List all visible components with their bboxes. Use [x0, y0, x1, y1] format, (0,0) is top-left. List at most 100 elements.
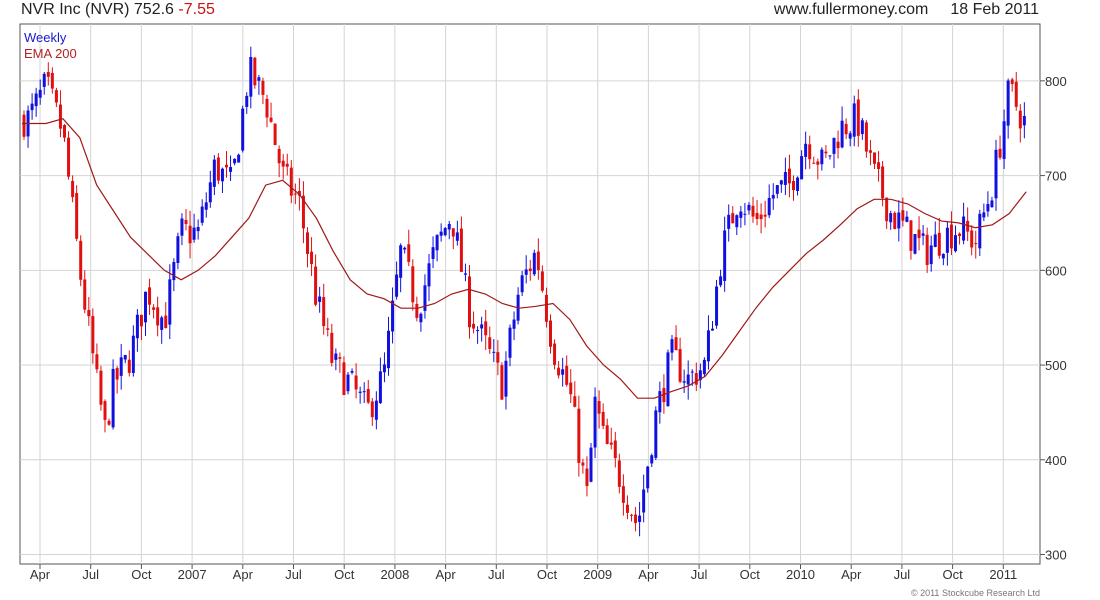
weekly-candle [172, 258, 176, 292]
candle-body [103, 401, 107, 420]
candle-body [755, 212, 759, 220]
weekly-candle [873, 152, 876, 170]
candle-body [233, 158, 237, 164]
candle-body [868, 150, 872, 153]
weekly-candle [783, 157, 787, 196]
candle-body [358, 391, 362, 393]
candle-body [933, 234, 937, 247]
candle-body [1014, 81, 1018, 107]
weekly-candle [423, 274, 427, 319]
candle-body [540, 271, 544, 291]
candle-body [990, 200, 994, 208]
weekly-candle [156, 296, 160, 337]
candle-body [229, 167, 233, 172]
x-tick-label: Apr [841, 567, 862, 582]
weekly-candle [1014, 71, 1018, 111]
weekly-candle [856, 89, 860, 147]
candle-body [38, 89, 42, 98]
x-tick-label: 2007 [178, 567, 207, 582]
x-tick-label: 2009 [583, 567, 612, 582]
weekly-candle [630, 513, 633, 522]
candle-body [860, 120, 864, 135]
weekly-candle [508, 324, 512, 367]
weekly-candle [731, 206, 735, 224]
candle-body [621, 486, 625, 503]
candle-body [111, 368, 115, 428]
candle-body [994, 149, 998, 199]
candle-body [885, 197, 889, 222]
candle-body [492, 351, 496, 353]
weekly-candle [698, 363, 702, 389]
candle-body [451, 228, 455, 237]
weekly-candle [670, 334, 674, 361]
weekly-candle [727, 204, 731, 242]
candle-body [889, 213, 893, 223]
candle-body [123, 355, 127, 360]
weekly-candle [658, 381, 662, 424]
candle-body [91, 316, 95, 354]
candle-body [719, 276, 723, 286]
candle-body [476, 330, 480, 332]
candle-body [50, 72, 54, 89]
candle-body [439, 231, 443, 236]
candle-body [285, 163, 289, 167]
y-tick-label: 300 [1045, 548, 1067, 563]
candle-body [792, 181, 795, 191]
candle-body [431, 247, 435, 259]
y-tick-label: 400 [1045, 453, 1067, 468]
weekly-candle [30, 93, 34, 120]
weekly-candle [524, 255, 528, 284]
weekly-candle [492, 339, 496, 363]
candle-body [135, 314, 139, 339]
candle-body [735, 215, 739, 228]
weekly-candle [609, 427, 613, 450]
candle-body [787, 168, 791, 184]
weekly-candle [83, 270, 87, 314]
candle-body [828, 155, 832, 157]
weekly-candle [216, 153, 220, 185]
weekly-candle [933, 221, 937, 248]
weekly-candle [613, 431, 617, 468]
weekly-candle [763, 200, 767, 228]
candle-body [265, 98, 269, 118]
candle-body [160, 317, 164, 330]
weekly-candle [160, 315, 164, 344]
weekly-candle [549, 314, 552, 354]
weekly-candle [135, 309, 139, 352]
candle-body [715, 286, 719, 326]
candle-body [75, 193, 79, 239]
y-tick-label: 600 [1045, 263, 1067, 278]
weekly-candle [212, 155, 216, 196]
candle-body [848, 133, 852, 139]
candle-body [249, 56, 253, 97]
weekly-candle [358, 386, 362, 404]
candle-body [528, 268, 532, 272]
weekly-candle [962, 202, 966, 245]
weekly-candle [38, 79, 42, 105]
candle-body [617, 460, 621, 487]
weekly-candle [674, 325, 678, 351]
candle-body [350, 371, 354, 373]
candle-body [496, 352, 500, 363]
candle-body [423, 285, 427, 311]
candle-body [152, 307, 156, 310]
candle-body [917, 229, 921, 239]
weekly-candle [463, 263, 467, 282]
candle-body [480, 324, 484, 329]
weekly-candle [476, 326, 480, 344]
weekly-candle [281, 154, 285, 180]
candle-body [58, 104, 62, 129]
candle-body [306, 232, 309, 254]
weekly-candle [994, 139, 998, 211]
x-tick-label: 2008 [380, 567, 409, 582]
weekly-candle [787, 154, 791, 198]
candle-body [723, 230, 727, 281]
candle-body [144, 291, 147, 323]
candle-body [666, 352, 670, 407]
weekly-candle [512, 311, 516, 341]
weekly-candle [439, 223, 443, 242]
candle-body [208, 182, 212, 203]
weekly-candle [139, 314, 143, 341]
candle-body [99, 370, 103, 405]
weekly-candle [860, 118, 864, 140]
